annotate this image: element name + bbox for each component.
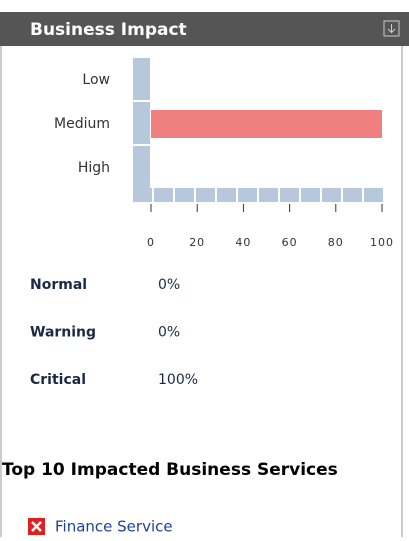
icon-arrow bbox=[387, 24, 396, 34]
stats: Normal 0% Warning 0% Critical 100% bbox=[30, 277, 198, 388]
status-icon-cross bbox=[31, 521, 42, 532]
x-tick-label: 80 bbox=[328, 236, 344, 249]
x-axis-segment bbox=[217, 188, 236, 202]
x-axis-segment bbox=[364, 188, 383, 202]
y-tick-label: Medium bbox=[54, 116, 110, 132]
stat-value: 0% bbox=[158, 277, 180, 293]
stat-label: Critical bbox=[30, 372, 86, 388]
collapse-icon[interactable] bbox=[383, 20, 400, 37]
x-axis-segment bbox=[154, 188, 173, 202]
stat-value: 100% bbox=[158, 372, 198, 388]
x-tick-label: 60 bbox=[282, 236, 298, 249]
chart: Low Medium High 0 20 40 60 80 100 bbox=[54, 58, 394, 249]
x-axis-segment bbox=[196, 188, 215, 202]
x-axis-segment bbox=[133, 188, 152, 202]
x-tick-label: 20 bbox=[189, 236, 205, 249]
y-tick-label: High bbox=[78, 160, 110, 176]
services-list: Finance Service bbox=[28, 518, 173, 536]
x-axis-segment bbox=[280, 188, 299, 202]
bar bbox=[151, 110, 382, 138]
stat-label: Normal bbox=[30, 277, 87, 293]
y-axis-segment bbox=[133, 102, 150, 144]
x-axis-segment bbox=[238, 188, 257, 202]
x-tick-label: 100 bbox=[370, 236, 394, 249]
stat-value: 0% bbox=[158, 325, 180, 341]
x-tick-label: 40 bbox=[235, 236, 251, 249]
y-axis-segment bbox=[133, 146, 150, 188]
x-axis-segment bbox=[259, 188, 278, 202]
panel-title: Business Impact bbox=[30, 20, 187, 40]
panel-header bbox=[0, 12, 409, 46]
x-axis-segment bbox=[322, 188, 341, 202]
y-tick-label: Low bbox=[82, 72, 110, 88]
stat-label: Warning bbox=[30, 325, 96, 341]
x-axis-segment bbox=[301, 188, 320, 202]
services-title: Top 10 Impacted Business Services bbox=[2, 460, 338, 480]
service-link[interactable]: Finance Service bbox=[55, 518, 173, 536]
x-axis-segment bbox=[175, 188, 194, 202]
icon-frame bbox=[383, 20, 400, 37]
x-axis-segment bbox=[343, 188, 362, 202]
y-axis-segment bbox=[133, 58, 150, 100]
x-tick-label: 0 bbox=[147, 236, 155, 249]
